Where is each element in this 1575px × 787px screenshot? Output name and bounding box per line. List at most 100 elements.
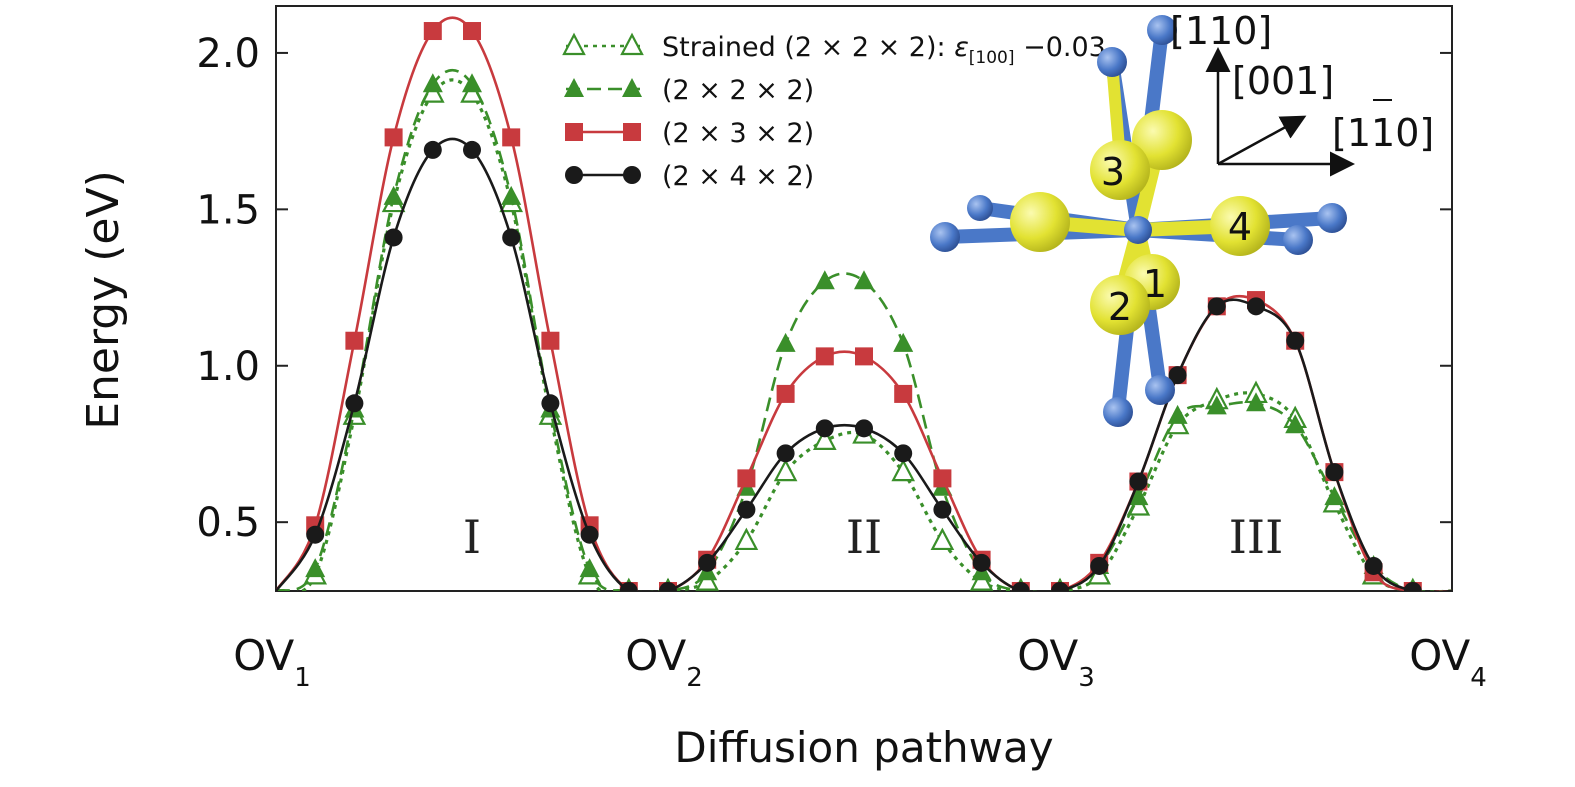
data-point — [815, 347, 834, 366]
data-point — [1247, 297, 1265, 316]
data-point — [463, 140, 481, 159]
legend-entry: (2 × 4 × 2) — [565, 161, 814, 192]
data-point — [384, 128, 403, 147]
data-point — [855, 347, 873, 366]
data-point — [623, 166, 641, 184]
data-point — [462, 73, 482, 93]
atom-label-1: 1 — [1143, 262, 1167, 306]
data-point — [1168, 366, 1187, 385]
data-point — [620, 32, 644, 56]
data-point — [894, 444, 913, 463]
data-point — [1324, 486, 1345, 506]
data-point — [855, 419, 873, 438]
y-axis: 0.5 1.0 1.5 2.0 — [196, 31, 1452, 546]
x-tick-label: OV1 — [233, 631, 311, 693]
yellow-atoms — [1010, 110, 1270, 335]
legend-entry: Strained (2 × 2 × 2): ε[100] −0.03 — [562, 32, 1106, 68]
data-point — [1011, 582, 1030, 591]
data-point — [776, 444, 795, 463]
data-point — [814, 270, 835, 290]
data-point — [463, 22, 481, 41]
legend-label: Strained (2 × 2 × 2): ε[100] −0.03 — [662, 32, 1106, 68]
data-point — [383, 185, 404, 205]
data-point — [619, 582, 638, 591]
x-tick-label: OV3 — [1017, 631, 1095, 693]
direction-label-1-10-top: [110] — [1170, 9, 1272, 53]
data-point — [773, 458, 798, 482]
data-point — [933, 500, 952, 519]
data-point — [1364, 556, 1383, 575]
legend-entry: (2 × 3 × 2) — [565, 118, 814, 149]
data-point — [1285, 414, 1306, 434]
series-layer — [276, 16, 1452, 591]
y-tick-label: 2.0 — [196, 31, 260, 77]
y-axis-label: Energy (eV) — [78, 170, 129, 430]
blue-atoms — [930, 15, 1347, 427]
data-point — [501, 185, 522, 205]
atom-label-3: 3 — [1101, 150, 1125, 194]
pathway-labels: I II III — [463, 510, 1283, 564]
series-3 — [276, 137, 1452, 591]
data-point — [776, 384, 795, 403]
plot-frame — [275, 5, 1453, 592]
legend-entry: (2 × 2 × 2) — [564, 75, 814, 106]
atom-label-4: 4 — [1228, 205, 1252, 249]
data-point — [1128, 486, 1149, 506]
data-point — [564, 78, 584, 97]
x-axis: OV1 OV2 OV3 OV4 — [233, 579, 1487, 693]
data-point — [894, 384, 913, 403]
data-point — [891, 458, 916, 482]
data-point — [812, 427, 837, 450]
data-point — [1325, 463, 1344, 482]
legend-label: (2 × 3 × 2) — [662, 118, 814, 149]
x-tick-label: OV2 — [625, 631, 703, 693]
data-point — [659, 582, 677, 591]
pathway-label: II — [846, 510, 882, 564]
data-point — [502, 128, 521, 147]
data-point — [565, 123, 583, 141]
data-point — [423, 22, 442, 41]
x-axis-label: Diffusion pathway — [674, 723, 1053, 772]
data-point — [1129, 472, 1148, 491]
data-point — [502, 228, 521, 247]
data-point — [972, 553, 991, 572]
data-point — [1246, 392, 1266, 412]
pathway-label: III — [1229, 510, 1284, 564]
data-point — [1286, 331, 1305, 350]
pathway-label: I — [463, 510, 481, 564]
data-point — [737, 500, 756, 519]
data-point — [384, 228, 403, 247]
data-point — [1403, 582, 1422, 591]
y-tick-label: 1.5 — [196, 187, 260, 233]
legend-label: (2 × 2 × 2) — [662, 75, 814, 106]
legend-label: (2 × 4 × 2) — [662, 161, 814, 192]
data-point — [422, 73, 443, 93]
data-point — [698, 553, 717, 572]
data-point — [579, 558, 600, 578]
atom-label-2: 2 — [1108, 285, 1132, 329]
data-point — [580, 525, 599, 544]
crystal-structure-inset: 3 4 1 2 [110] [001] [110] — [930, 9, 1434, 427]
legend: Strained (2 × 2 × 2): ε[100] −0.03 (2 × 2… — [562, 32, 1106, 192]
data-point — [345, 331, 364, 350]
data-point — [305, 558, 326, 578]
data-point — [1051, 582, 1069, 591]
x-tick-label: OV4 — [1409, 631, 1487, 693]
data-point — [734, 527, 759, 551]
direction-label-1-10-bar: [110] — [1332, 111, 1434, 155]
data-point — [893, 332, 914, 352]
direction-label-001: [001] — [1232, 59, 1334, 103]
y-tick-label: 0.5 — [196, 500, 260, 546]
data-point — [562, 32, 586, 56]
data-point — [345, 394, 364, 413]
data-point — [1207, 297, 1226, 316]
data-point — [541, 331, 560, 350]
data-point — [737, 469, 756, 488]
data-point — [541, 394, 560, 413]
data-point — [933, 469, 952, 488]
y-tick-label: 1.0 — [196, 344, 260, 390]
data-point — [775, 332, 796, 352]
data-point — [1206, 395, 1227, 415]
data-point — [854, 270, 874, 290]
